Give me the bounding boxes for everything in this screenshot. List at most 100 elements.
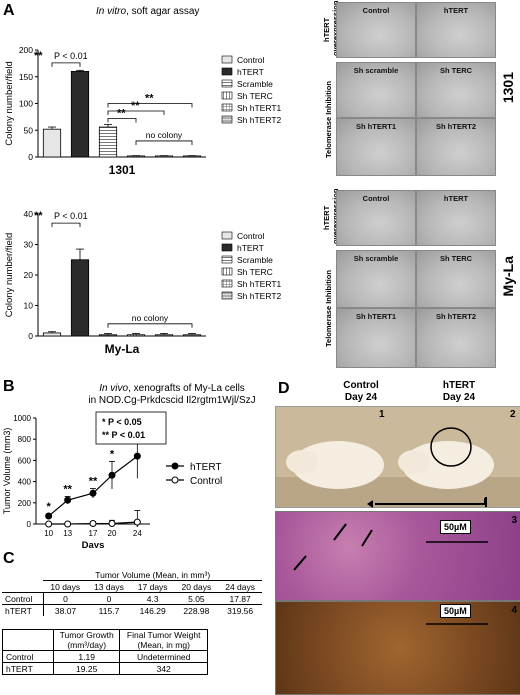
bar	[43, 333, 60, 336]
he-arrow	[275, 498, 520, 512]
photo-sh-terc: Sh TERC	[416, 250, 496, 308]
table-row: 10 days 13 days 17 days 20 days 24 days	[2, 581, 262, 593]
x-tick-label: 17	[89, 529, 98, 538]
data-point	[46, 521, 52, 527]
table-cell: 4.3	[131, 593, 175, 605]
y-axis-label: Colony number/field	[4, 61, 15, 146]
htert-day-label: hTERT Day 24	[424, 380, 494, 404]
htert-label: hTERT	[443, 380, 475, 391]
x-tick-label: 24	[133, 529, 142, 538]
x-tick-label: 20	[108, 529, 117, 538]
table-cell: 17.87	[218, 593, 262, 605]
legend-label: hTERT	[237, 67, 264, 77]
growth-units: (mm³/day)	[67, 640, 106, 650]
panel-label-d: D	[278, 380, 290, 398]
legend-label: hTERT	[237, 243, 264, 253]
table-cell: 5.05	[175, 593, 219, 605]
panel-a-title-italic: In vitro	[96, 6, 126, 17]
panel-label-b: B	[3, 378, 15, 396]
ihc-drawing	[276, 602, 520, 694]
line-chart-tumor-volume: 0 200 400 600 800 1000 10 13 17 20 24 Days Tumor Vol…	[0, 408, 265, 548]
x-axis-label: Days	[82, 540, 105, 548]
table-cell	[2, 569, 43, 581]
legend-swatch	[222, 80, 232, 87]
htert-mouse-head	[398, 450, 430, 474]
photo-grid-myla: hTERToverexpression Telomerase Inhibitio…	[322, 186, 520, 372]
y-tick-label: 20	[24, 270, 34, 280]
bar	[43, 129, 60, 157]
table-cell: 0	[43, 593, 87, 605]
sig-bracket	[136, 141, 192, 145]
table-cell	[2, 581, 43, 593]
row-name: Control	[2, 593, 43, 605]
control-day-label: Control Day 24	[326, 380, 396, 404]
sig-legend-1: * P < 0.05	[102, 417, 142, 427]
photo-label: Sh scramble	[337, 254, 415, 263]
tumor-volume-title: Tumor Volume (Mean, in mm³)	[43, 569, 262, 581]
control-label: Control	[343, 380, 379, 391]
sig-label: **	[131, 100, 140, 112]
data-point	[109, 472, 115, 478]
table-header: 10 days	[43, 581, 87, 593]
photo-sh-scramble: Sh scramble	[336, 250, 416, 308]
legend-marker	[172, 477, 178, 483]
y-tick-label: 600	[18, 456, 32, 465]
sig-label: **	[145, 93, 154, 105]
legend-swatch	[222, 68, 232, 75]
photo-sh-htert2: Sh hTERT2	[416, 308, 496, 368]
sig-label: **	[117, 107, 126, 119]
cell-line-label-myla: My-La	[500, 256, 516, 296]
tumor-volume-table: Tumor Volume (Mean, in mm³) 10 days 13 d…	[2, 569, 262, 616]
tumor-growth-table: Tumor Growth (mm³/day) Final Tumor Weight…	[2, 629, 208, 675]
photo-grid-1301: hTERToverexpression Telomerase Inhibitio…	[322, 0, 520, 180]
x-axis-label: My-La	[105, 342, 140, 356]
data-point	[90, 521, 96, 527]
table-row: hTERT 38.07 115.7 146.29 228.98 319.56	[2, 605, 262, 617]
bar	[99, 335, 116, 336]
panel-b-title-line2: in NOD.Cg-Prkdcscid Il2rgtm1Wjl/SzJ	[88, 395, 255, 406]
table-cell: 146.29	[131, 605, 175, 617]
legend-swatch	[222, 92, 232, 99]
legend-swatch	[222, 268, 232, 275]
y-tick-label: 1000	[13, 414, 31, 423]
table-cell: 115.7	[87, 605, 131, 617]
table-row: Control 0 0 4.3 5.05 17.87	[2, 593, 262, 605]
photo-sh-htert1: Sh hTERT1	[336, 308, 416, 368]
photo-label: hTERT	[417, 6, 495, 15]
panel-a-title-rest: , soft agar assay	[126, 6, 199, 17]
panel-a-title: In vitro, soft agar assay	[96, 6, 199, 17]
mouse-photo: 1 2	[275, 406, 520, 508]
arrow-head	[367, 500, 373, 508]
bar	[71, 260, 88, 336]
data-point	[134, 519, 140, 525]
legend-label: Sh TERC	[237, 91, 273, 101]
scale-label-3: 50µM	[440, 520, 471, 534]
photo-label: Control	[337, 194, 415, 203]
y-tick-label: 0	[28, 152, 33, 162]
data-point	[65, 521, 71, 527]
table-cell: 38.07	[43, 605, 87, 617]
legend-swatch	[222, 244, 232, 251]
side-label-inhibition: Telomerase Inhibition	[324, 64, 333, 176]
row-name: hTERT	[2, 605, 43, 617]
sig-legend-2: ** P < 0.01	[102, 430, 145, 440]
photo-label: Sh hTERT1	[337, 312, 415, 321]
table-cell	[3, 630, 54, 651]
legend-label: Control	[237, 231, 265, 241]
table-header: 20 days	[175, 581, 219, 593]
table-cell: 319.56	[218, 605, 262, 617]
bar	[155, 335, 172, 336]
data-point	[109, 520, 115, 526]
scale-label-4: 50µM	[440, 604, 471, 618]
panel-b-title: In vivo, xenografts of My-La cells in NO…	[84, 383, 260, 407]
bar	[127, 335, 144, 336]
legend-label: Sh hTERT1	[237, 103, 282, 113]
cell-line-label-1301: 1301	[500, 72, 516, 103]
legend-swatch	[222, 256, 232, 263]
photo-label: hTERT	[417, 194, 495, 203]
sig-label: **	[89, 475, 98, 487]
cell-arrow	[294, 556, 306, 570]
legend-label: Control	[237, 55, 265, 65]
photo-number-1: 1	[379, 409, 385, 420]
control-mouse-head	[286, 450, 318, 474]
